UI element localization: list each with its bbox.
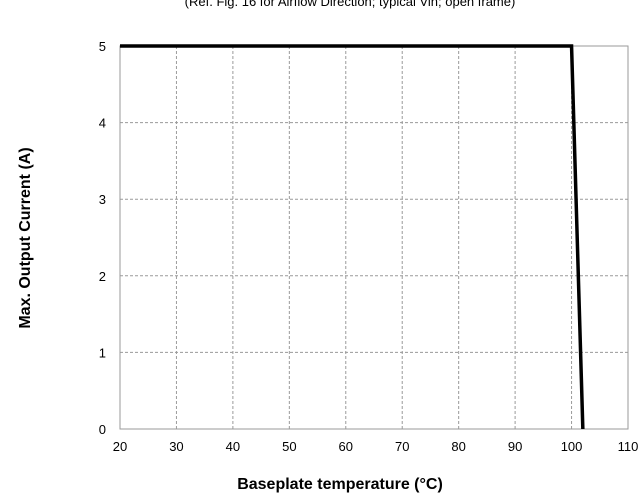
y-tick-label: 1 xyxy=(99,345,106,360)
y-tick-label: 2 xyxy=(99,269,106,284)
y-axis-title: Max. Output Current (A) xyxy=(17,147,34,328)
plot-area xyxy=(119,45,629,430)
grid-lines xyxy=(120,46,628,429)
x-tick-label: 110 xyxy=(618,439,639,454)
x-tick-label: 50 xyxy=(282,439,296,454)
x-tick-label: 80 xyxy=(451,439,465,454)
tick-labels: 20 30 40 50 60 70 80 90 100 110 0 1 2 3 4 5 xyxy=(99,39,639,454)
x-tick-label: 90 xyxy=(508,439,522,454)
x-axis-title: Baseplate temperature (°C) xyxy=(237,476,443,493)
chart-caption: (Ref. Fig. 16 for Airflow Direction; typ… xyxy=(185,0,516,9)
y-tick-label: 5 xyxy=(99,39,106,54)
y-tick-label: 3 xyxy=(99,192,106,207)
x-tick-label: 20 xyxy=(113,439,127,454)
x-tick-label: 40 xyxy=(226,439,240,454)
series-group xyxy=(120,44,585,430)
x-tick-label: 100 xyxy=(561,439,583,454)
derating-curve xyxy=(120,44,585,430)
y-tick-label: 0 xyxy=(99,422,106,437)
x-tick-label: 30 xyxy=(169,439,183,454)
x-tick-label: 60 xyxy=(339,439,353,454)
y-tick-label: 4 xyxy=(99,116,106,131)
x-tick-label: 70 xyxy=(395,439,409,454)
